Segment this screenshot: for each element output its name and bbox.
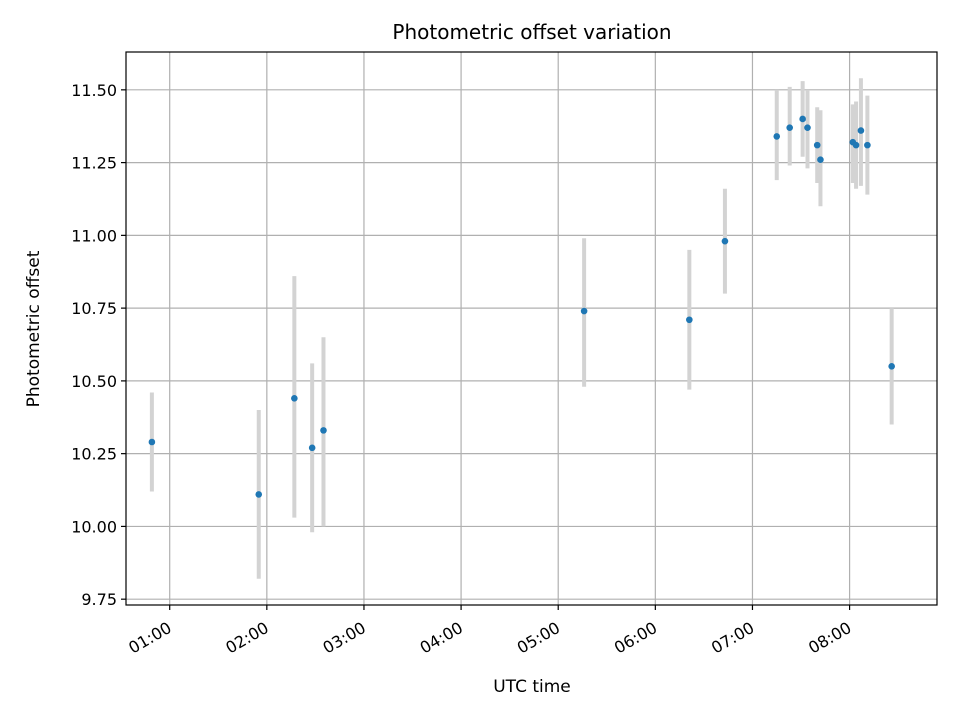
y-tick-label: 11.00: [71, 226, 117, 245]
plot-area-frame: [125, 51, 938, 606]
data-point: [799, 115, 806, 123]
data-point: [308, 444, 316, 452]
data-point: [804, 124, 811, 131]
data-point: [148, 438, 156, 446]
data-point: [888, 363, 895, 370]
data-point: [320, 427, 327, 434]
y-tick-label: 10.25: [71, 445, 117, 464]
data-point: [721, 237, 729, 245]
y-tick-label: 9.75: [81, 590, 117, 609]
data-point: [686, 316, 693, 324]
data-point: [255, 491, 263, 498]
data-point: [813, 141, 821, 149]
y-tick-label: 11.25: [71, 154, 117, 173]
data-point: [580, 307, 588, 315]
data-point: [786, 124, 793, 131]
data-points: [148, 115, 895, 498]
data-point: [852, 141, 860, 149]
y-tick-label: 11.50: [71, 81, 117, 100]
y-tick-label: 10.00: [71, 517, 117, 536]
y-tick-label: 10.50: [71, 372, 117, 391]
y-axis-label: Photometric offset: [24, 250, 44, 407]
data-point: [773, 133, 781, 140]
x-axis-label: UTC time: [493, 677, 571, 697]
y-axis-ticks: 9.75 10.00 10.25 10.50 10.75 11.00 11.25 11.50: [71, 81, 126, 609]
data-point: [857, 127, 865, 134]
chart-title: Photometric offset variation: [392, 20, 671, 44]
data-point: [864, 141, 871, 149]
data-point: [291, 395, 298, 402]
data-point: [817, 156, 824, 163]
grid: [126, 52, 937, 605]
y-tick-label: 10.75: [71, 299, 117, 318]
